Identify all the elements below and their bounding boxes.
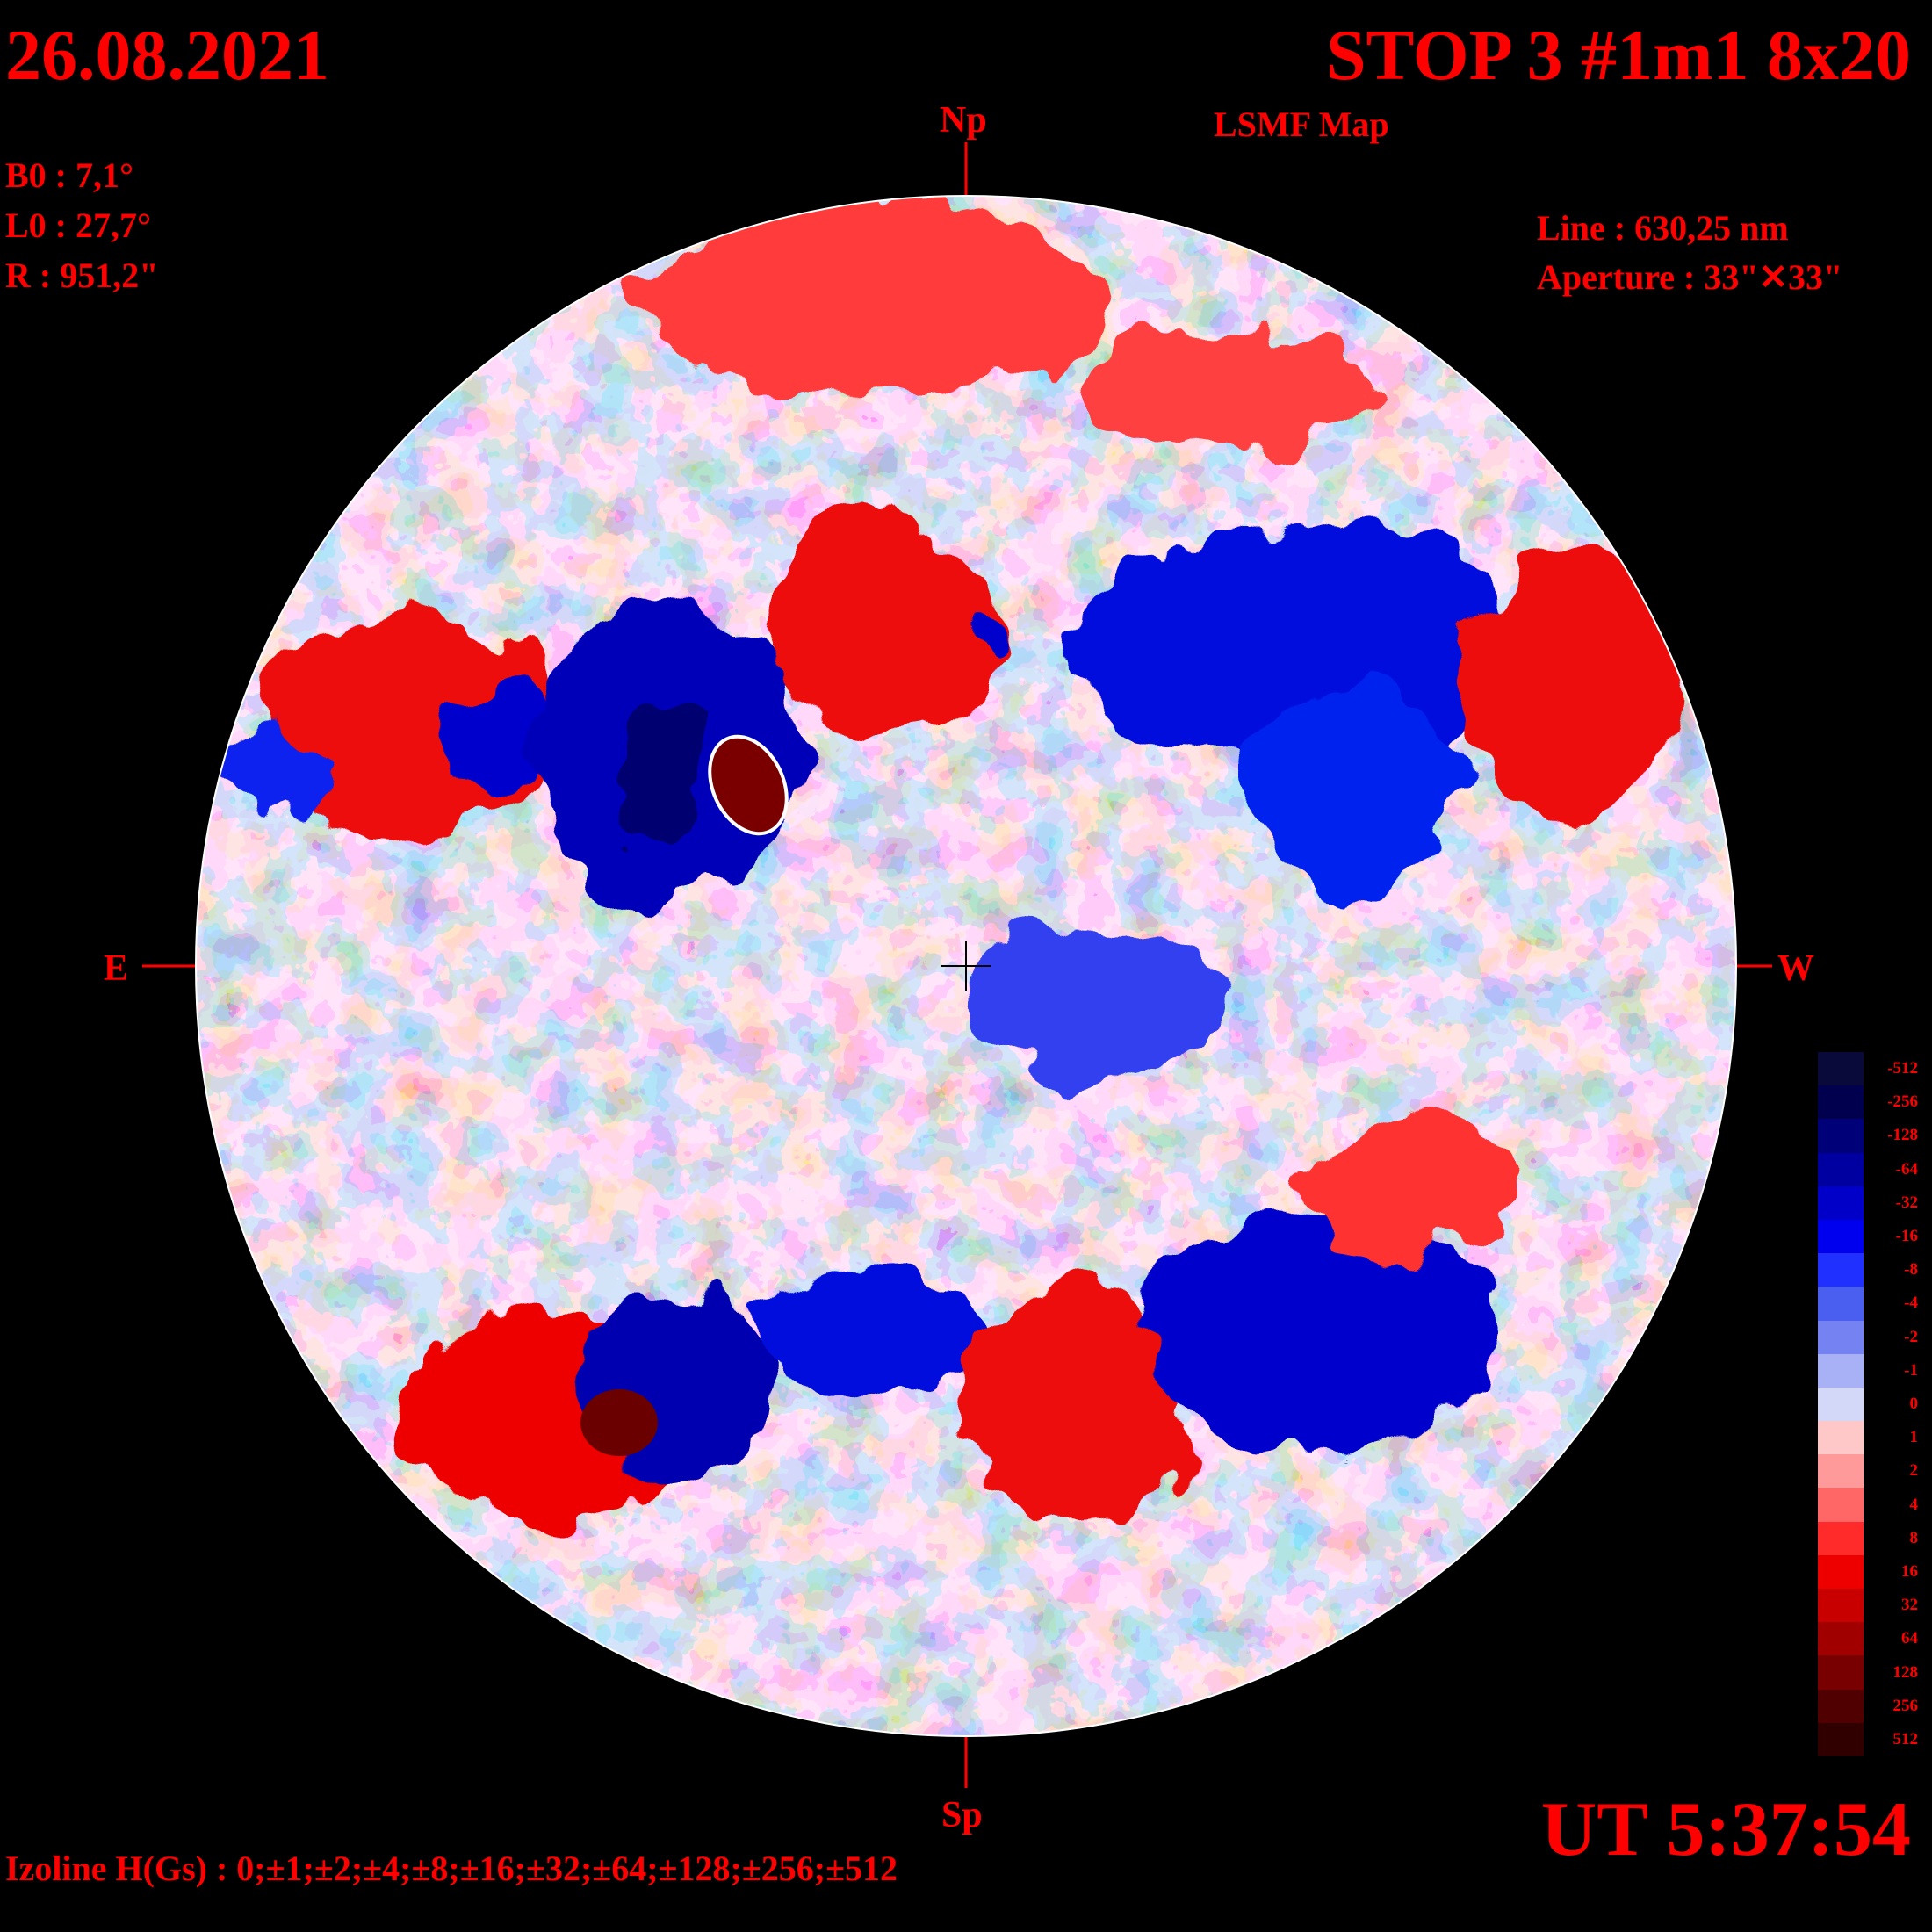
- color-scale-label: 4: [1909, 1495, 1919, 1514]
- color-scale-label: -16: [1895, 1227, 1918, 1246]
- color-scale-label: 512: [1892, 1729, 1919, 1748]
- map-title: STOP 3 #1m1 8x20: [1326, 15, 1911, 95]
- positive-spot-south: [580, 1389, 658, 1456]
- color-scale-segment: [1818, 1454, 1864, 1489]
- color-scale-segment: [1818, 1320, 1864, 1354]
- color-scale-segment: [1818, 1287, 1864, 1321]
- color-scale-label: 0: [1909, 1395, 1919, 1413]
- color-scale-label: -2: [1904, 1327, 1918, 1346]
- color-scale-label: -8: [1904, 1260, 1918, 1280]
- color-scale-label: 256: [1892, 1696, 1919, 1715]
- color-scale-label: -256: [1887, 1092, 1918, 1112]
- color-scale-label: 128: [1892, 1662, 1919, 1682]
- color-scale-label: -512: [1887, 1059, 1918, 1078]
- color-scale-segment: [1818, 1622, 1864, 1656]
- center-cross: [941, 941, 991, 991]
- magnetic-regions: [228, 202, 1686, 1519]
- color-scale-segment: [1818, 1387, 1864, 1422]
- color-scale-label: -64: [1895, 1159, 1918, 1179]
- color-scale-segment: [1818, 1554, 1864, 1589]
- west-label: W: [1777, 948, 1814, 989]
- param-l0: L0 : 27,7°: [5, 205, 151, 245]
- color-scale-segment: [1818, 1589, 1864, 1623]
- universal-time: UT 5:37:54: [1540, 1787, 1911, 1872]
- color-scale-segment: [1818, 1521, 1864, 1555]
- observation-date: 26.08.2021: [5, 15, 329, 95]
- strong-positive-spot: [708, 734, 789, 836]
- north-pole-label: Np: [940, 100, 987, 141]
- color-scale-segment: [1818, 1253, 1864, 1287]
- param-b0: B0 : 7,1°: [5, 155, 133, 195]
- color-scale-segment: [1818, 1152, 1864, 1186]
- color-scale-segment: [1818, 1689, 1864, 1723]
- color-scale-segment: [1818, 1219, 1864, 1254]
- color-scale-segment: [1818, 1052, 1864, 1086]
- map-subtitle: LSMF Map: [1214, 105, 1389, 144]
- spectral-line: Line : 630,25 nm: [1537, 208, 1789, 248]
- param-radius: R : 951,2": [5, 256, 159, 295]
- color-scale-bar: [1818, 1052, 1864, 1756]
- color-scale-segment: [1818, 1655, 1864, 1690]
- izoline-levels: Izoline H(Gs) : 0;±1;±2;±4;±8;±16;±32;±6…: [5, 1849, 898, 1888]
- color-scale-segment: [1818, 1353, 1864, 1388]
- aperture: Aperture : 33"✕33": [1537, 257, 1843, 297]
- color-scale-label: -4: [1904, 1294, 1918, 1313]
- color-scale-label: 1: [1909, 1428, 1919, 1447]
- east-label: E: [104, 948, 129, 989]
- color-scale-label: 64: [1901, 1629, 1918, 1648]
- color-scale-segment: [1818, 1421, 1864, 1455]
- south-pole-label: Sp: [941, 1795, 983, 1835]
- color-scale-segment: [1818, 1722, 1864, 1756]
- color-scale-label: -128: [1887, 1126, 1918, 1145]
- color-scale-label: 2: [1909, 1461, 1919, 1481]
- axis-ticks: [142, 142, 1772, 1788]
- color-scale-segment: [1818, 1119, 1864, 1153]
- color-scale-segment: [1818, 1488, 1864, 1522]
- color-scale-label: 32: [1901, 1596, 1918, 1615]
- color-scale-segment: [1818, 1085, 1864, 1120]
- disk-limb: [195, 195, 1737, 1737]
- color-scale-label: 8: [1909, 1528, 1919, 1547]
- color-scale-label: 16: [1901, 1561, 1918, 1581]
- color-scale-label: -1: [1904, 1360, 1918, 1380]
- color-scale-segment: [1818, 1186, 1864, 1220]
- color-scale-label: -32: [1895, 1193, 1918, 1212]
